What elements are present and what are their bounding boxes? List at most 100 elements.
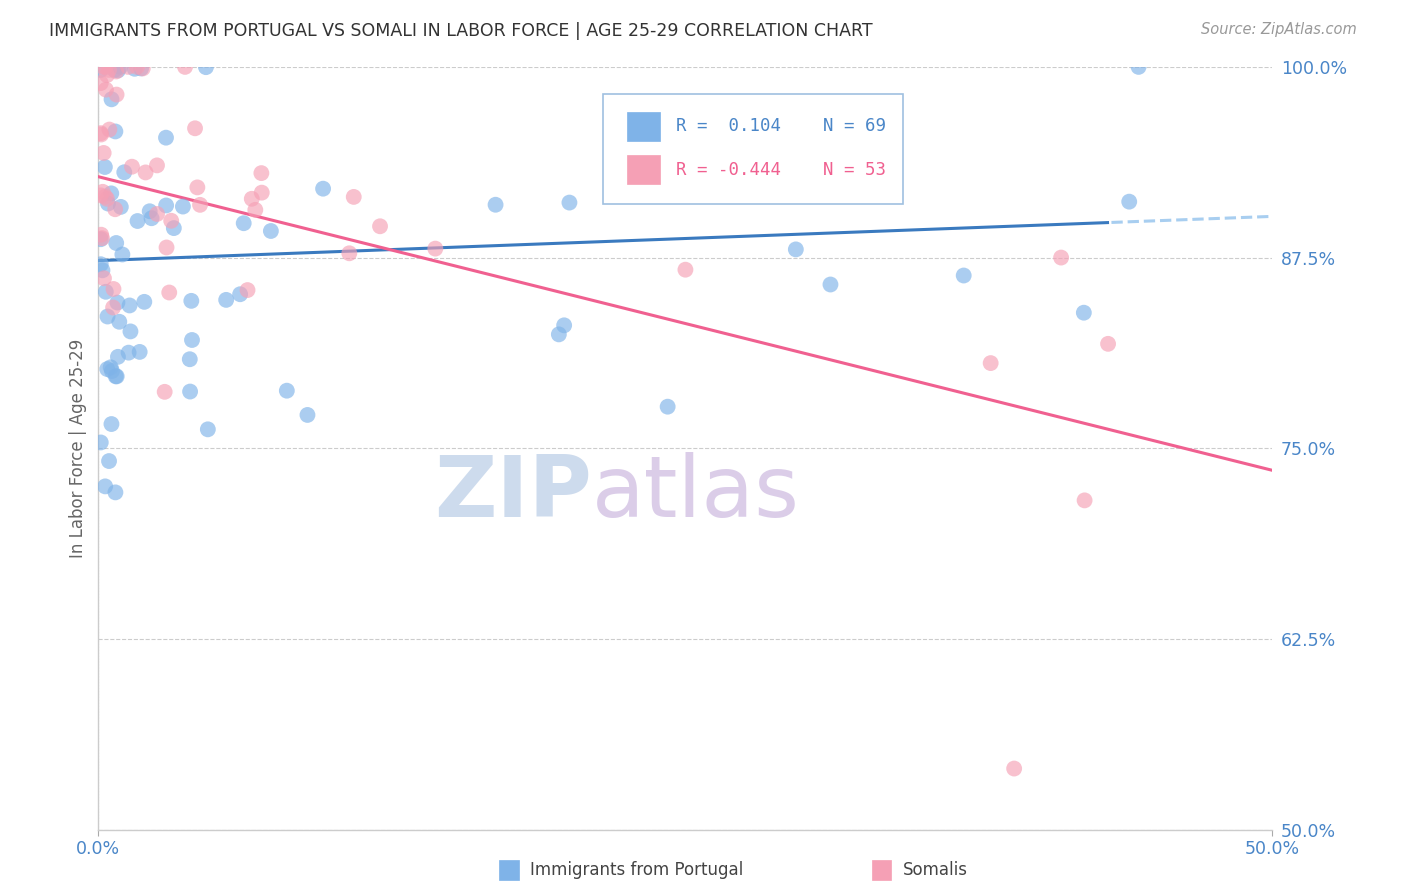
- Point: [121, 160, 143, 174]
- Point: [368, 219, 391, 234]
- Point: [1002, 762, 1025, 776]
- Point: [101, 301, 124, 315]
- Point: [104, 202, 127, 217]
- Point: [91, 263, 114, 277]
- Text: R =  0.104    N = 69: R = 0.104 N = 69: [676, 118, 886, 136]
- Point: [90, 62, 112, 77]
- Point: [820, 277, 842, 292]
- Bar: [627, 155, 659, 185]
- Point: [91, 60, 114, 74]
- Point: [160, 213, 183, 227]
- Point: [312, 182, 335, 196]
- Point: [184, 121, 207, 136]
- Point: [117, 345, 139, 359]
- Point: [558, 195, 581, 210]
- Point: [172, 200, 194, 214]
- Point: [90, 232, 112, 246]
- Point: [240, 192, 263, 206]
- Text: R = -0.444    N = 53: R = -0.444 N = 53: [676, 161, 886, 179]
- Point: [124, 62, 146, 76]
- Point: [104, 124, 127, 138]
- Point: [1073, 306, 1095, 320]
- Point: [135, 165, 157, 179]
- Point: [105, 87, 128, 102]
- Point: [105, 64, 128, 78]
- Point: [90, 188, 112, 202]
- Point: [96, 310, 118, 324]
- Point: [129, 62, 152, 76]
- Point: [111, 247, 134, 261]
- Point: [980, 356, 1002, 370]
- Point: [146, 158, 169, 172]
- Point: [181, 333, 204, 347]
- Point: [553, 318, 575, 333]
- Point: [163, 221, 186, 235]
- Point: [547, 327, 569, 342]
- Point: [108, 60, 131, 74]
- Point: [93, 145, 115, 160]
- Point: [337, 246, 360, 260]
- Point: [90, 227, 112, 242]
- Point: [91, 231, 114, 245]
- Point: [245, 202, 267, 217]
- FancyBboxPatch shape: [603, 94, 903, 204]
- Point: [103, 282, 125, 296]
- Point: [138, 204, 160, 219]
- Point: [90, 126, 112, 140]
- Point: [97, 62, 120, 77]
- Bar: [627, 112, 659, 141]
- Point: [785, 243, 807, 257]
- Point: [105, 235, 128, 250]
- Point: [155, 130, 177, 145]
- Point: [94, 190, 117, 204]
- Point: [1073, 493, 1095, 508]
- Point: [952, 268, 974, 283]
- Point: [94, 479, 117, 493]
- Point: [179, 384, 201, 399]
- Point: [186, 180, 208, 194]
- Point: [98, 454, 121, 468]
- Point: [174, 60, 197, 74]
- Point: [96, 192, 118, 206]
- Point: [188, 198, 211, 212]
- Point: [108, 315, 131, 329]
- Point: [276, 384, 298, 398]
- Point: [90, 128, 112, 142]
- Point: [110, 200, 132, 214]
- Point: [100, 360, 122, 375]
- Point: [425, 242, 447, 256]
- Point: [104, 62, 127, 77]
- Text: Somalis: Somalis: [903, 861, 967, 879]
- Point: [1118, 194, 1140, 209]
- Point: [134, 294, 156, 309]
- Point: [120, 325, 142, 339]
- Point: [132, 62, 155, 76]
- Point: [107, 350, 129, 364]
- Point: [96, 68, 118, 82]
- Text: atlas: atlas: [592, 452, 800, 535]
- Point: [107, 63, 129, 78]
- Point: [100, 417, 122, 431]
- Point: [155, 198, 177, 212]
- Point: [94, 160, 117, 174]
- Point: [118, 298, 141, 312]
- Point: [104, 485, 127, 500]
- Point: [100, 186, 122, 201]
- Point: [1097, 336, 1119, 351]
- Text: Source: ZipAtlas.com: Source: ZipAtlas.com: [1201, 22, 1357, 37]
- Point: [125, 60, 148, 74]
- Point: [96, 362, 118, 376]
- Point: [94, 83, 117, 97]
- Point: [98, 122, 121, 136]
- Point: [179, 352, 201, 367]
- Point: [250, 166, 273, 180]
- Point: [117, 60, 139, 74]
- Point: [101, 364, 124, 378]
- Point: [675, 262, 697, 277]
- Point: [484, 198, 506, 212]
- Point: [157, 285, 180, 300]
- Point: [229, 287, 252, 301]
- Point: [107, 295, 129, 310]
- Point: [194, 60, 217, 74]
- Point: [1128, 60, 1150, 74]
